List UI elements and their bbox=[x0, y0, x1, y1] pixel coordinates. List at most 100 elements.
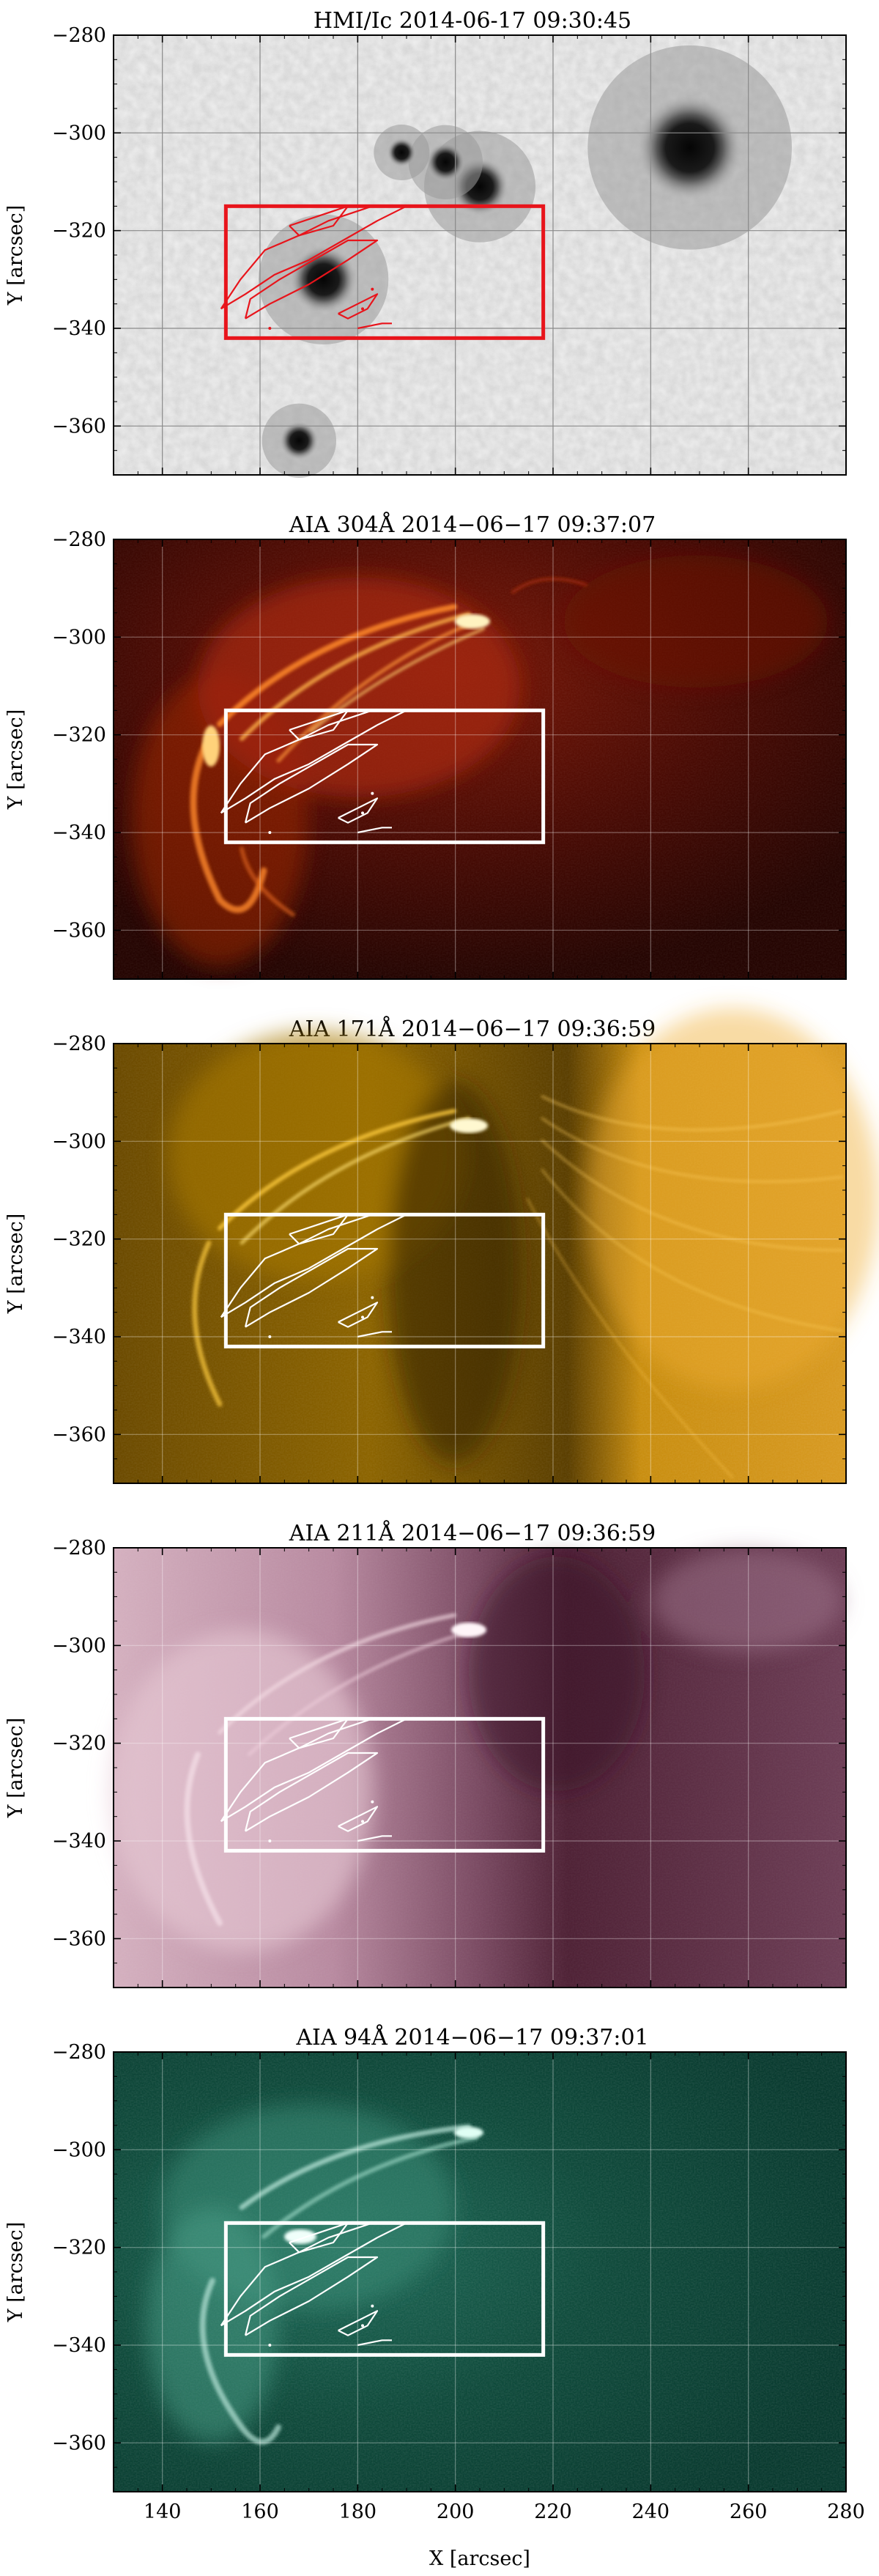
contour-small_a bbox=[289, 2222, 349, 2254]
contour-small_c bbox=[357, 1835, 392, 1842]
contour-dot bbox=[268, 2344, 272, 2347]
panel-hmi: HMI/Ic 2014-06-17 09:30:45 −280−300−320−… bbox=[4, 8, 847, 478]
panel-aia304: AIA 304Å 2014−06−17 09:37:07 bbox=[4, 512, 847, 980]
region-box bbox=[223, 2221, 546, 2357]
contour-dot bbox=[371, 1296, 374, 1299]
panel-title: AIA 94Å 2014−06−17 09:37:01 bbox=[295, 2024, 648, 2051]
y-tick-label: −340 bbox=[52, 317, 106, 340]
contour-small_b bbox=[338, 293, 379, 320]
contour-dot bbox=[361, 811, 364, 815]
contour-dot bbox=[371, 2304, 374, 2308]
region-box-rect bbox=[223, 204, 546, 340]
contour-small_c bbox=[357, 2339, 392, 2347]
y-axis-label: Y [arcsec] bbox=[4, 1718, 27, 1819]
contour-dot bbox=[371, 1800, 374, 1804]
region-box-rect bbox=[223, 2221, 546, 2357]
y-tick-label: −340 bbox=[52, 2334, 106, 2357]
x-tick-label: 140 bbox=[144, 2501, 182, 2523]
panel-aia171: AIA 171Å 2014−06−17 09:36:59 bbox=[4, 1008, 879, 1484]
image-area bbox=[114, 1008, 879, 1483]
y-tick-label: −280 bbox=[52, 528, 106, 551]
contour-small_b bbox=[338, 797, 379, 824]
contour-dot bbox=[361, 1315, 364, 1319]
umbra bbox=[289, 245, 358, 314]
y-axis-label: Y [arcsec] bbox=[4, 205, 27, 306]
contour-dot bbox=[371, 791, 374, 795]
y-tick-label: −300 bbox=[52, 1130, 106, 1153]
image-area bbox=[114, 2052, 846, 2492]
grid-lines bbox=[114, 539, 846, 979]
x-tick-label: 160 bbox=[241, 2501, 279, 2523]
umbra bbox=[426, 142, 465, 182]
region-box bbox=[223, 204, 546, 340]
y-tick-label: −320 bbox=[52, 1228, 106, 1251]
y-tick-label: −280 bbox=[52, 24, 106, 47]
contour-small_c bbox=[357, 322, 392, 330]
y-axis-label: Y [arcsec] bbox=[4, 709, 27, 811]
contour-small_b bbox=[338, 1806, 379, 1832]
y-axis-label: Y [arcsec] bbox=[4, 1214, 27, 1315]
sunspots bbox=[259, 45, 792, 478]
contour-small_a bbox=[289, 709, 349, 741]
axes: −280 −300 −320 −340 −360 Y [arcsec] bbox=[4, 528, 847, 980]
umbra bbox=[636, 93, 744, 202]
panel-title: HMI/Ic 2014-06-17 09:30:45 bbox=[314, 8, 631, 34]
contour-inner bbox=[244, 239, 379, 320]
contour-dot bbox=[361, 1820, 364, 1823]
axes: −280 −300 −320 −340 −360 Y [arcsec] bbox=[4, 1033, 847, 1484]
y-tick-label: −300 bbox=[52, 626, 106, 649]
umbra bbox=[279, 421, 319, 460]
contour-dot bbox=[361, 2324, 364, 2328]
y-tick-label: −340 bbox=[52, 822, 106, 844]
umbra bbox=[387, 138, 417, 167]
axes: −280 −300 −320 −340 −360 Y [arcsec] bbox=[4, 24, 847, 476]
x-tick-label: 200 bbox=[437, 2501, 475, 2523]
y-tick-label: −320 bbox=[52, 1732, 106, 1755]
image-area bbox=[110, 1548, 846, 1988]
grid-lines bbox=[114, 1548, 846, 1988]
contour-small_c bbox=[357, 827, 392, 834]
y-tick-label: −280 bbox=[52, 1537, 106, 1560]
y-tick-label: −300 bbox=[52, 122, 106, 144]
region-box bbox=[223, 1212, 546, 1348]
panel-aia211: AIA 211Å 2014−06−17 09:36:59 −280 −300 −32… bbox=[4, 1520, 847, 1988]
x-tick-label: 220 bbox=[534, 2501, 572, 2523]
contour-dot bbox=[361, 307, 364, 311]
contour-small_a bbox=[289, 205, 349, 237]
region-box bbox=[223, 1716, 546, 1853]
y-tick-label: −280 bbox=[52, 2041, 106, 2064]
contour-inner bbox=[244, 1247, 379, 1328]
x-tick-label: 240 bbox=[632, 2501, 670, 2523]
x-tick-label: 180 bbox=[339, 2501, 377, 2523]
contour-small_c bbox=[357, 1331, 392, 1338]
y-tick-label: −320 bbox=[52, 2237, 106, 2259]
image-area bbox=[114, 35, 846, 478]
region-box-rect bbox=[223, 1716, 546, 1853]
y-axis-label: Y [arcsec] bbox=[4, 2222, 27, 2323]
y-tick-label: −360 bbox=[52, 919, 106, 942]
region-box-rect bbox=[223, 1212, 546, 1348]
contour-small_b bbox=[338, 1302, 379, 1328]
panel-title: AIA 304Å 2014−06−17 09:37:07 bbox=[289, 512, 656, 538]
y-tick-label: −360 bbox=[52, 1423, 106, 1446]
y-tick-label: −320 bbox=[52, 724, 106, 747]
image-area bbox=[114, 539, 846, 979]
contour-small_a bbox=[289, 1214, 349, 1245]
contour-dot bbox=[371, 287, 374, 291]
grid-lines bbox=[114, 2052, 846, 2492]
contour-inner bbox=[244, 1752, 379, 1832]
contour-dot bbox=[268, 327, 272, 330]
x-tick-label: 280 bbox=[827, 2501, 865, 2523]
y-tick-label: −340 bbox=[52, 1326, 106, 1348]
y-tick-label: −300 bbox=[52, 2138, 106, 2161]
region-box-rect bbox=[223, 708, 546, 844]
y-tick-label: −360 bbox=[52, 415, 106, 438]
y-tick-label: −360 bbox=[52, 2432, 106, 2454]
axes: −280 −300 −320 −340 −360 Y [arcsec] bbox=[4, 1537, 847, 1988]
contour-dot bbox=[268, 1335, 272, 1338]
y-tick-label: −340 bbox=[52, 1830, 106, 1853]
region-box bbox=[223, 708, 546, 844]
y-tick-label: −280 bbox=[52, 1033, 106, 1055]
x-axis-label: X [arcsec] bbox=[429, 2547, 530, 2570]
